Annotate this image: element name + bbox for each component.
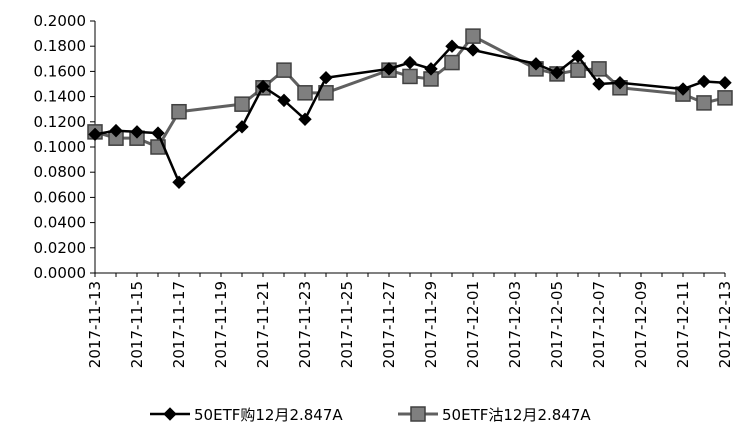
x-tick-label: 2017-12-13 bbox=[716, 281, 734, 368]
x-tick-label: 2017-11-15 bbox=[128, 281, 146, 368]
x-tick-label: 2017-12-07 bbox=[590, 281, 608, 368]
legend: 50ETF购12月2.847A 50ETF沽12月2.847A bbox=[150, 406, 591, 424]
legend-label: 50ETF购12月2.847A bbox=[194, 406, 343, 424]
data-point bbox=[171, 103, 187, 120]
series-line bbox=[94, 34, 726, 149]
x-tick-label: 2017-11-13 bbox=[86, 281, 104, 368]
data-point bbox=[571, 49, 585, 63]
y-tick-label: 0.1200 bbox=[34, 113, 87, 131]
x-tick-label: 2017-11-17 bbox=[170, 281, 188, 368]
legend-item: 50ETF购12月2.847A bbox=[150, 406, 343, 424]
y-tick-label: 0.1000 bbox=[34, 138, 87, 156]
data-point bbox=[151, 126, 165, 140]
x-tick-label: 2017-11-21 bbox=[254, 281, 272, 368]
legend-marker bbox=[410, 406, 426, 422]
data-point bbox=[276, 62, 292, 78]
data-point bbox=[130, 125, 144, 139]
x-tick-label: 2017-11-27 bbox=[380, 281, 398, 368]
data-point bbox=[591, 61, 607, 77]
data-point bbox=[445, 39, 459, 53]
x-tick-label: 2017-12-01 bbox=[464, 281, 482, 368]
x-tick-label: 2017-12-09 bbox=[632, 281, 650, 368]
x-tick-label: 2017-11-23 bbox=[296, 281, 314, 368]
data-point bbox=[319, 70, 333, 85]
legend-item: 50ETF沽12月2.847A bbox=[398, 406, 591, 424]
y-tick-label: 0.0600 bbox=[34, 188, 87, 206]
legend-marker bbox=[163, 407, 177, 421]
data-point bbox=[465, 28, 481, 44]
data-point bbox=[402, 68, 418, 85]
data-point bbox=[529, 57, 543, 71]
y-tick-label: 0.0000 bbox=[34, 264, 87, 282]
data-point bbox=[466, 43, 480, 57]
data-point bbox=[717, 90, 733, 106]
y-tick-label: 0.0400 bbox=[34, 214, 87, 232]
data-point bbox=[697, 74, 711, 89]
data-point bbox=[696, 95, 712, 111]
data-point bbox=[718, 76, 732, 90]
y-tick-label: 0.1400 bbox=[34, 88, 87, 106]
legend-label: 50ETF沽12月2.847A bbox=[442, 406, 591, 424]
data-point bbox=[550, 65, 564, 80]
data-point bbox=[297, 85, 313, 101]
x-tick-label: 2017-12-05 bbox=[548, 281, 566, 368]
data-point bbox=[444, 54, 460, 71]
data-point bbox=[382, 62, 396, 76]
y-tick-label: 0.1600 bbox=[34, 62, 87, 80]
y-tick-label: 0.2000 bbox=[34, 12, 87, 30]
data-point bbox=[676, 82, 690, 96]
data-point bbox=[592, 77, 606, 91]
data-point bbox=[403, 55, 417, 70]
x-tick-label: 2017-12-03 bbox=[506, 281, 524, 368]
x-axis: 2017-11-13 2017-11-15 2017-11-17 2017-11-19… bbox=[86, 272, 734, 368]
series-put bbox=[87, 28, 733, 155]
data-point bbox=[424, 62, 438, 76]
x-tick-label: 2017-11-19 bbox=[212, 281, 230, 368]
x-tick-label: 2017-11-25 bbox=[338, 281, 356, 368]
y-tick-label: 0.0800 bbox=[34, 163, 87, 181]
data-point bbox=[277, 93, 291, 108]
y-tick-label: 0.1800 bbox=[34, 37, 87, 55]
data-point bbox=[234, 96, 250, 112]
series-call bbox=[88, 39, 732, 189]
data-point bbox=[298, 112, 312, 126]
x-tick-label: 2017-12-11 bbox=[674, 281, 692, 368]
data-point bbox=[88, 127, 102, 142]
data-point bbox=[109, 123, 123, 138]
data-point bbox=[570, 62, 586, 78]
x-tick-label: 2017-11-29 bbox=[422, 281, 440, 368]
y-tick-label: 0.0200 bbox=[34, 239, 87, 257]
data-point bbox=[235, 120, 249, 134]
data-point bbox=[613, 76, 627, 90]
data-point bbox=[256, 79, 270, 94]
y-axis: 0.0000 0.0200 0.0400 0.0600 0.0800 0.1000 0.12… bbox=[34, 12, 96, 282]
data-point bbox=[172, 175, 186, 189]
series-layer bbox=[87, 28, 733, 189]
